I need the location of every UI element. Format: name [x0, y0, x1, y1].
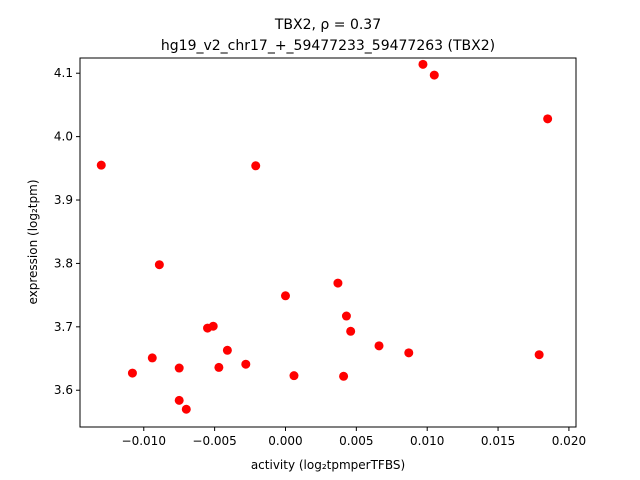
data-point-21: [418, 59, 428, 69]
data-point-19: [374, 341, 384, 351]
data-point-8: [208, 321, 218, 331]
chart-title-line2: hg19_v2_chr17_+_59477233_59477263 (TBX2): [161, 38, 495, 54]
data-point-5: [174, 395, 184, 405]
data-point-24: [543, 114, 553, 124]
data-point-16: [339, 371, 349, 381]
data-point-22: [429, 70, 439, 80]
data-point-11: [241, 359, 251, 369]
x-tick-label: 0.000: [268, 434, 302, 448]
data-point-3: [154, 260, 164, 270]
points-layer: [96, 59, 553, 414]
x-axis-ticks: −0.010 −0.005 0.000 0.005 0.010 0.015 0.020: [122, 427, 586, 448]
data-point-13: [280, 291, 290, 301]
data-point-2: [147, 353, 157, 363]
x-tick-label: 0.010: [410, 434, 444, 448]
y-tick-label: 3.8: [54, 256, 73, 270]
y-axis-ticks: 3.6 3.7 3.8 3.9 4.0 4.1: [54, 66, 80, 397]
x-axis-label: activity (log₂tpmperTFBS): [251, 458, 405, 472]
data-point-14: [289, 371, 299, 381]
y-tick-label: 3.6: [54, 383, 73, 397]
data-point-23: [534, 350, 544, 360]
data-point-20: [404, 348, 414, 358]
x-tick-label: 0.005: [339, 434, 373, 448]
y-tick-label: 4.0: [54, 130, 73, 144]
y-tick-label: 3.7: [54, 320, 73, 334]
chart-title-line1: TBX2, ρ = 0.37: [274, 17, 381, 33]
x-tick-label: −0.005: [192, 434, 236, 448]
y-tick-label: 4.1: [54, 66, 73, 80]
data-point-17: [341, 311, 351, 321]
data-point-9: [214, 362, 224, 372]
data-point-12: [251, 161, 261, 171]
y-tick-label: 3.9: [54, 193, 73, 207]
data-point-6: [181, 404, 191, 414]
y-axis-label: expression (log₂tpm): [26, 179, 40, 304]
data-point-10: [222, 345, 232, 355]
data-point-0: [96, 160, 106, 170]
x-tick-label: 0.020: [552, 434, 586, 448]
data-point-18: [346, 326, 356, 336]
plot-frame: [79, 57, 577, 428]
data-point-4: [174, 363, 184, 373]
x-tick-label: 0.015: [481, 434, 515, 448]
data-point-1: [127, 368, 137, 378]
data-point-15: [333, 278, 343, 288]
x-tick-label: −0.010: [122, 434, 166, 448]
